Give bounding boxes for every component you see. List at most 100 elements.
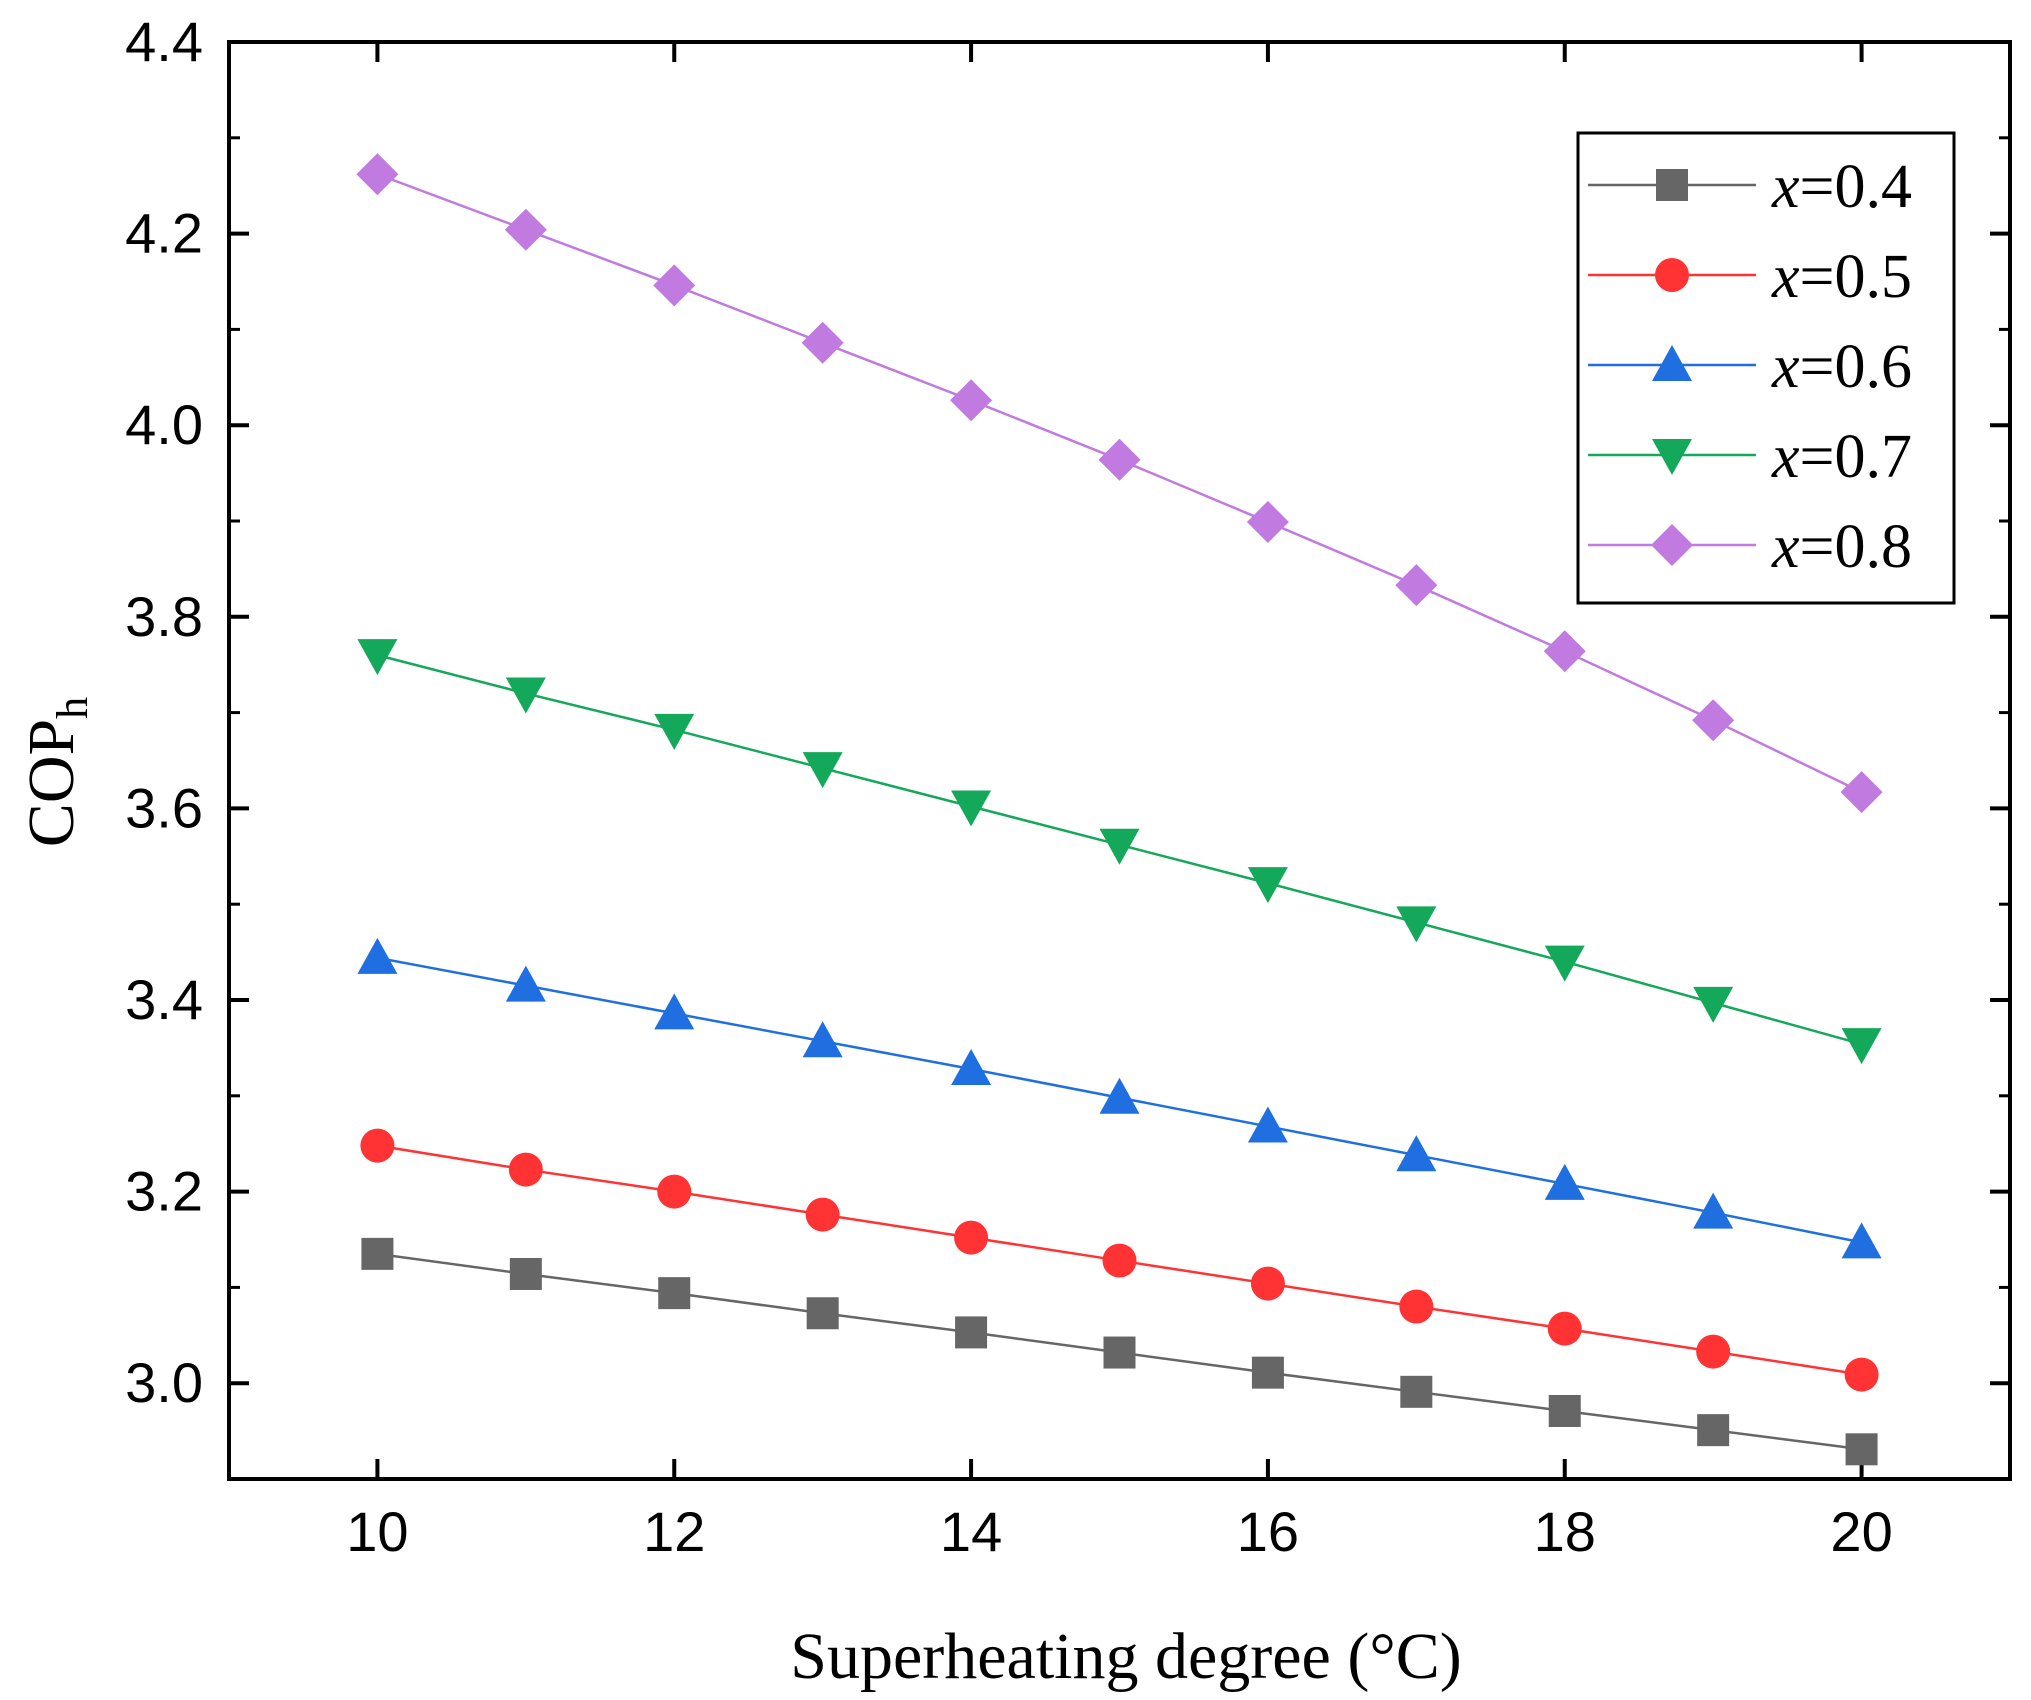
data-point: [658, 1277, 691, 1310]
data-point: [657, 1174, 692, 1209]
data-point: [806, 1297, 839, 1330]
data-point: [653, 264, 696, 307]
y-tick-label: 3.4: [125, 968, 203, 1031]
legend-marker: [1652, 345, 1692, 381]
data-point: [1102, 1243, 1137, 1278]
data-point: [360, 1128, 395, 1163]
series-layer: [356, 153, 1883, 1466]
legend-label-var: x: [1771, 333, 1800, 401]
data-point: [1844, 1357, 1879, 1392]
legend-label: x=0.8: [1771, 513, 1912, 581]
data-point: [1845, 1433, 1878, 1466]
data-point: [505, 965, 546, 1002]
data-point: [1547, 1311, 1582, 1346]
legend-marker: [1655, 258, 1689, 292]
x-tick-label: 14: [940, 1500, 1002, 1563]
data-point: [1250, 1266, 1285, 1301]
legend-label: x=0.4: [1771, 153, 1912, 221]
legend-label: x=0.5: [1771, 243, 1912, 311]
data-point: [1395, 564, 1438, 607]
legend-marker: [1651, 524, 1693, 566]
data-point: [801, 321, 844, 364]
data-point: [509, 1257, 542, 1290]
y-tick-label: 3.0: [125, 1351, 203, 1414]
data-point: [1396, 906, 1437, 943]
legend-label: x=0.6: [1771, 333, 1912, 401]
series-0: [361, 1237, 1878, 1466]
data-point: [1544, 1163, 1585, 1200]
data-point: [1247, 867, 1288, 904]
series-4: [356, 153, 1883, 814]
data-point: [1841, 1222, 1882, 1259]
data-point: [1692, 699, 1735, 742]
legend: x=0.4x=0.5x=0.6x=0.7x=0.8: [1576, 131, 1956, 605]
legend-marker: [1652, 439, 1692, 475]
data-point: [1696, 1334, 1731, 1369]
plot-frame: [227, 40, 2012, 1481]
data-point: [1543, 630, 1586, 673]
data-point: [1697, 1414, 1730, 1447]
data-point: [357, 937, 398, 974]
data-point: [1548, 1394, 1581, 1427]
data-point: [357, 639, 398, 676]
data-point: [955, 1316, 988, 1349]
series-3: [357, 639, 1882, 1065]
data-point: [1396, 1135, 1437, 1172]
data-point: [1400, 1375, 1433, 1408]
data-point: [954, 1220, 989, 1255]
x-tick-label: 18: [1534, 1500, 1596, 1563]
data-point: [654, 993, 695, 1030]
legend-label-value: =0.7: [1800, 423, 1912, 491]
data-point: [805, 1197, 840, 1232]
y-tick-label: 4.4: [125, 10, 203, 73]
y-tick-label: 4.2: [125, 202, 203, 265]
data-point: [1246, 500, 1289, 543]
data-point: [1544, 945, 1585, 982]
y-axis-title: COPh: [15, 697, 97, 847]
data-point: [1399, 1289, 1434, 1324]
legend-label-var: x: [1771, 243, 1800, 311]
y-tick-label: 3.2: [125, 1160, 203, 1223]
y-tick-label: 4.0: [125, 393, 203, 456]
legend-label-value: =0.4: [1800, 153, 1912, 221]
y-axis-title-main: COP: [15, 719, 88, 847]
data-point: [654, 713, 695, 750]
legend-label-var: x: [1771, 153, 1800, 221]
data-point: [1693, 1192, 1734, 1229]
data-point: [508, 1152, 543, 1187]
y-tick-label: 3.6: [125, 776, 203, 839]
data-point: [361, 1237, 394, 1270]
legend-label: x=0.7: [1771, 423, 1912, 491]
data-point: [1693, 986, 1734, 1023]
data-point: [1099, 1077, 1140, 1114]
data-point: [951, 790, 992, 827]
legend-marker: [1656, 169, 1688, 201]
legend-label-value: =0.6: [1800, 333, 1912, 401]
data-point: [802, 1021, 843, 1058]
legend-label-var: x: [1771, 513, 1800, 581]
x-tick-label: 12: [643, 1500, 705, 1563]
series-2: [357, 937, 1882, 1259]
y-axis-title-sub: h: [48, 697, 97, 719]
x-tick-label: 10: [346, 1500, 408, 1563]
data-point: [950, 379, 993, 422]
data-point: [802, 752, 843, 789]
data-point: [1098, 438, 1141, 481]
legend-label-var: x: [1771, 423, 1800, 491]
legend-box: [1576, 131, 1956, 605]
data-point: [1251, 1356, 1284, 1389]
data-point: [504, 208, 547, 251]
legend-label-value: =0.8: [1800, 513, 1912, 581]
axes-layer: 10 12 14 16 18 20 3.0 3.2 3.4 3.6 3.8 4.0 4.2 4.4: [125, 10, 2012, 1563]
data-point: [1247, 1106, 1288, 1143]
data-point: [1841, 1028, 1882, 1065]
data-point: [505, 677, 546, 714]
series-1: [360, 1128, 1879, 1392]
x-tick-label: 20: [1830, 1500, 1892, 1563]
data-point: [1103, 1336, 1136, 1369]
data-point: [1840, 771, 1883, 814]
legend-label-value: =0.5: [1800, 243, 1912, 311]
data-point: [356, 153, 399, 196]
